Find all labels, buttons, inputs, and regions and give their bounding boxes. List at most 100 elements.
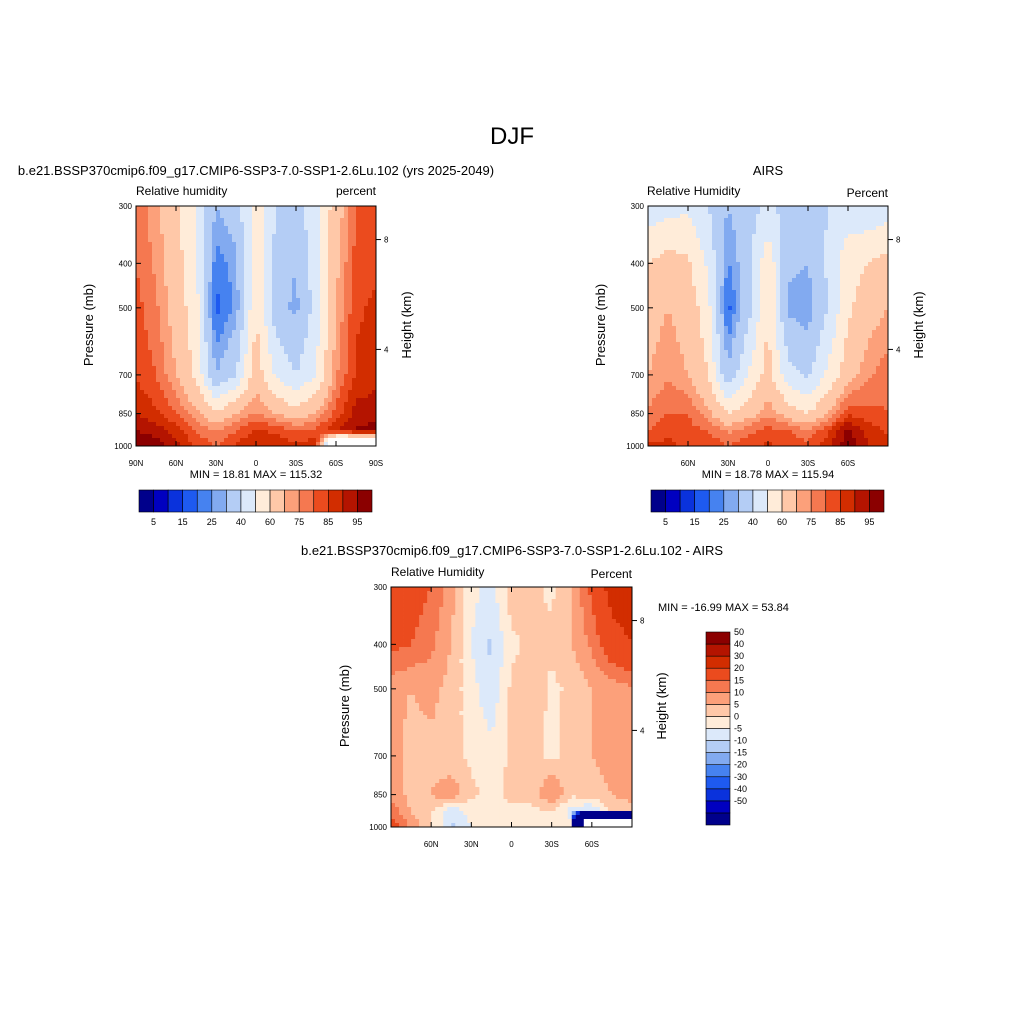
heatmap-cell (228, 426, 233, 431)
heatmap-cell (144, 318, 149, 323)
heatmap-cell (308, 342, 313, 347)
heatmap-cell (168, 338, 173, 343)
heatmap-cell (336, 338, 341, 343)
heatmap-cell (760, 234, 765, 239)
heatmap-cell (172, 350, 177, 355)
heatmap-cell (784, 230, 789, 235)
heatmap-cell (248, 362, 253, 367)
heatmap-cell (880, 290, 885, 295)
heatmap-cell (236, 274, 241, 279)
heatmap-cell (276, 314, 281, 319)
heatmap-cell (316, 254, 321, 259)
heatmap-cell (288, 402, 293, 407)
heatmap-cell (768, 246, 773, 251)
heatmap-cell (372, 330, 377, 335)
heatmap-cell (340, 354, 345, 359)
heatmap-cell (796, 206, 801, 211)
heatmap-cell (144, 382, 149, 387)
heatmap-cell (220, 282, 225, 287)
heatmap-cell (272, 418, 277, 423)
heatmap-cell (364, 426, 369, 431)
heatmap-cell (208, 230, 213, 235)
heatmap-cell (168, 342, 173, 347)
heatmap-cell (148, 414, 153, 419)
heatmap-cell (764, 226, 769, 231)
heatmap-cell (372, 210, 377, 215)
heatmap-cell (176, 410, 181, 415)
heatmap-cell (308, 254, 313, 259)
heatmap-cell (236, 398, 241, 403)
heatmap-cell (232, 322, 237, 327)
heatmap-cell (236, 262, 241, 267)
heatmap-cell (172, 326, 177, 331)
heatmap-cell (264, 282, 269, 287)
heatmap-cell (200, 422, 205, 427)
heatmap-cell (160, 282, 165, 287)
heatmap-cell (660, 250, 665, 255)
heatmap-cell (300, 358, 305, 363)
heatmap-cell (156, 310, 161, 315)
heatmap-cell (192, 274, 197, 279)
heatmap-cell (212, 270, 217, 275)
heatmap-cell (320, 230, 325, 235)
heatmap-cell (208, 410, 213, 415)
heatmap-cell (328, 394, 333, 399)
heatmap-cell (288, 394, 293, 399)
heatmap-cell (148, 314, 153, 319)
heatmap-cell (208, 306, 213, 311)
heatmap-cell (760, 222, 765, 227)
heatmap-cell (880, 282, 885, 287)
heatmap-cell (136, 358, 141, 363)
heatmap-cell (860, 214, 865, 219)
heatmap-cell (704, 230, 709, 235)
heatmap-cell (176, 366, 181, 371)
heatmap-cell (248, 438, 253, 443)
heatmap-cell (260, 366, 265, 371)
heatmap-cell (192, 442, 197, 447)
heatmap-cell (720, 278, 725, 283)
heatmap-cell (184, 298, 189, 303)
heatmap-cell (176, 282, 181, 287)
heatmap-cell (724, 222, 729, 227)
heatmap-cell (760, 214, 765, 219)
heatmap-cell (780, 282, 785, 287)
heatmap-cell (268, 426, 273, 431)
heatmap-cell (744, 282, 749, 287)
heatmap-cell (216, 282, 221, 287)
heatmap-cell (148, 242, 153, 247)
heatmap-cell (776, 246, 781, 251)
heatmap-cell (328, 342, 333, 347)
heatmap-cell (192, 362, 197, 367)
heatmap-cell (800, 286, 805, 291)
heatmap-cell (164, 238, 169, 243)
heatmap-cell (240, 282, 245, 287)
heatmap-cell (140, 282, 145, 287)
heatmap-cell (288, 342, 293, 347)
heatmap-cell (668, 218, 673, 223)
heatmap-cell (804, 282, 809, 287)
heatmap-cell (172, 278, 177, 283)
heatmap-cell (348, 386, 353, 391)
heatmap-cell (336, 430, 341, 435)
heatmap-cell (664, 226, 669, 231)
heatmap-cell (344, 378, 349, 383)
heatmap-cell (684, 206, 689, 211)
heatmap-cell (664, 250, 669, 255)
x-tick-label: 90S (369, 459, 383, 468)
heatmap-cell (368, 254, 373, 259)
heatmap-cell (768, 214, 773, 219)
heatmap-cell (676, 250, 681, 255)
stats-label: MIN = 18.81 MAX = 115.32 (190, 469, 322, 481)
heatmap-cell (244, 274, 249, 279)
heatmap-cell (824, 218, 829, 223)
heatmap-cell (324, 386, 329, 391)
heatmap-cell (212, 402, 217, 407)
heatmap-cell (740, 206, 745, 211)
heatmap-cell (316, 306, 321, 311)
heatmap-cell (292, 230, 297, 235)
heatmap-cell (316, 338, 321, 343)
heatmap-cell (300, 226, 305, 231)
heatmap-cell (208, 206, 213, 211)
heatmap-cell (136, 330, 141, 335)
heatmap-cell (248, 270, 253, 275)
